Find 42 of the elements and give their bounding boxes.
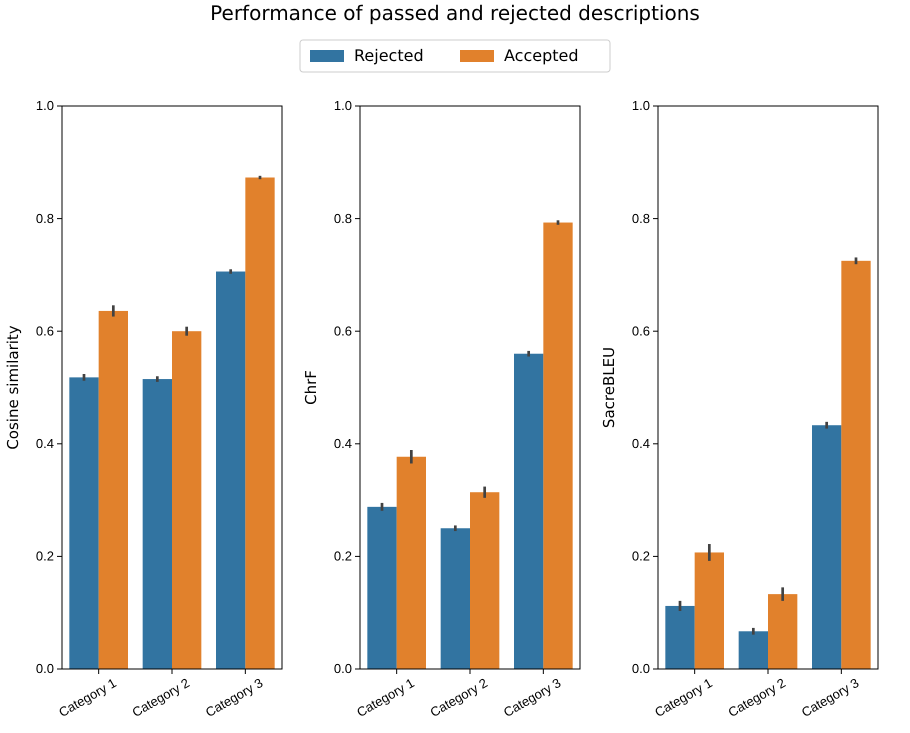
- y-tick-label: 1.0: [334, 98, 352, 114]
- y-tick-label: 0.2: [334, 548, 352, 564]
- bar: [543, 222, 573, 669]
- y-tick-label: 0.8: [334, 210, 352, 226]
- y-tick-label: 0.6: [36, 323, 54, 338]
- y-tick-label: 0.0: [334, 661, 352, 676]
- y-tick-label: 0.2: [632, 548, 650, 564]
- bar: [98, 310, 128, 669]
- y-tick-label: 0.4: [632, 436, 650, 451]
- y-axis-title: ChrF: [302, 370, 320, 405]
- y-tick-label: 1.0: [632, 98, 650, 114]
- y-axis-title: SacreBLEU: [600, 346, 618, 428]
- bar: [142, 379, 172, 669]
- y-tick-label: 1.0: [36, 98, 54, 114]
- bar: [470, 492, 500, 669]
- bar: [172, 331, 202, 669]
- y-tick-label: 0.0: [36, 661, 54, 676]
- y-tick-label: 0.4: [334, 436, 352, 451]
- bar: [694, 552, 724, 669]
- y-tick-label: 0.4: [36, 436, 54, 451]
- y-tick-label: 0.0: [632, 661, 650, 676]
- bar: [514, 354, 544, 669]
- bar: [216, 272, 246, 669]
- bar: [812, 425, 842, 669]
- y-tick-label: 0.6: [632, 323, 650, 338]
- bar: [768, 594, 798, 669]
- y-tick-label: 0.6: [334, 323, 352, 338]
- text: Performance of passed and rejected descriptions: [210, 1, 700, 25]
- bar: [396, 456, 426, 669]
- bar: [841, 260, 871, 669]
- legend-label: Accepted: [504, 46, 579, 65]
- bar: [69, 377, 99, 669]
- y-axis-title: Cosine similarity: [4, 325, 22, 450]
- y-tick-label: 0.8: [632, 210, 650, 226]
- bar: [440, 528, 470, 669]
- bar: [367, 506, 397, 669]
- bar: [738, 631, 768, 669]
- bar: [665, 606, 695, 669]
- legend-label: Rejected: [354, 46, 424, 65]
- y-tick-label: 0.8: [36, 210, 54, 226]
- y-tick-label: 0.2: [36, 548, 54, 564]
- bar: [245, 178, 275, 669]
